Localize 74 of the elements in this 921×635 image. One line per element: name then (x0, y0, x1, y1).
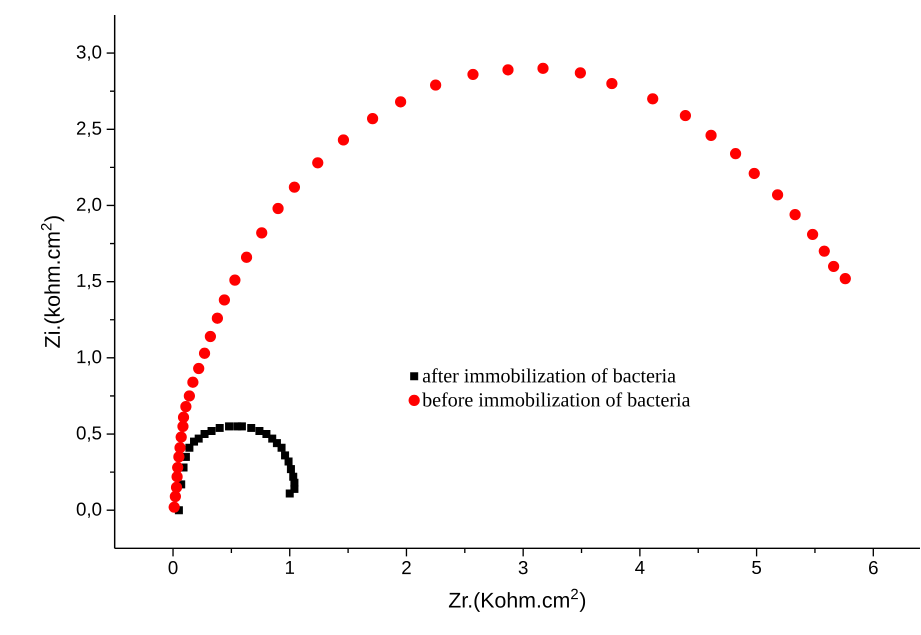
point (168, 502, 180, 513)
point (574, 67, 586, 78)
y-tick-label: 3,0 (76, 45, 102, 61)
point (272, 202, 284, 214)
point (184, 390, 195, 402)
point (208, 426, 216, 435)
point (730, 148, 742, 160)
point (185, 444, 194, 452)
y-tick-label: 0,5 (76, 426, 102, 442)
point (807, 228, 818, 240)
y-tick-label: 0,0 (76, 502, 102, 518)
x-tick-label: 1 (286, 561, 294, 574)
legend-label: before immobilization of bacteria (422, 392, 690, 407)
point (198, 348, 210, 359)
y-tick-label: 1,0 (77, 350, 102, 366)
x-tick-label: 6 (869, 561, 878, 574)
point (748, 168, 760, 180)
point (705, 130, 717, 141)
point (172, 471, 183, 482)
point (256, 227, 268, 238)
point (680, 110, 691, 122)
x-tick-label: 2 (402, 561, 411, 574)
point (178, 412, 190, 423)
point (647, 93, 658, 104)
point (229, 274, 240, 286)
point (278, 444, 286, 452)
point (772, 189, 784, 200)
x-tick-label: 4 (635, 561, 645, 574)
point (395, 96, 406, 108)
point (818, 246, 830, 257)
point (537, 62, 549, 74)
y-tick-label: 2,5 (76, 122, 102, 137)
point (193, 362, 204, 374)
point (430, 79, 442, 91)
point (170, 482, 182, 493)
point (247, 424, 256, 432)
point (216, 424, 224, 432)
point (790, 209, 801, 220)
point (840, 273, 851, 284)
point (502, 64, 514, 76)
point (338, 134, 350, 146)
point (212, 312, 223, 324)
point (255, 426, 264, 435)
point (204, 330, 216, 342)
point (180, 401, 192, 412)
x-axis-title: Zr.(Kohm.cm$^{2}$) (448, 588, 586, 612)
point (240, 252, 252, 263)
y-tick-label: 2,0 (76, 198, 102, 214)
point (367, 113, 378, 124)
point (174, 442, 186, 454)
x-tick-label: 5 (752, 561, 761, 574)
point (225, 422, 234, 430)
point (176, 431, 187, 443)
point (606, 78, 618, 90)
point (286, 465, 295, 474)
point (218, 294, 230, 306)
point (312, 157, 324, 168)
legend-label: after immobilization of bacteria (422, 368, 676, 383)
point (173, 451, 184, 462)
point (172, 462, 184, 474)
point (288, 182, 300, 193)
point (467, 68, 479, 80)
y-axis-title: Zi.(kohm.cm$^{2}$) (40, 216, 64, 348)
point (238, 422, 246, 430)
point (200, 430, 209, 438)
x-tick-label: 0 (168, 561, 178, 574)
point (177, 420, 189, 432)
point (187, 376, 198, 388)
point (284, 457, 293, 466)
point (286, 489, 294, 498)
point (170, 490, 181, 502)
x-tick-label: 3 (518, 561, 528, 574)
y-tick-label: 1,5 (77, 274, 102, 290)
point (828, 260, 840, 272)
